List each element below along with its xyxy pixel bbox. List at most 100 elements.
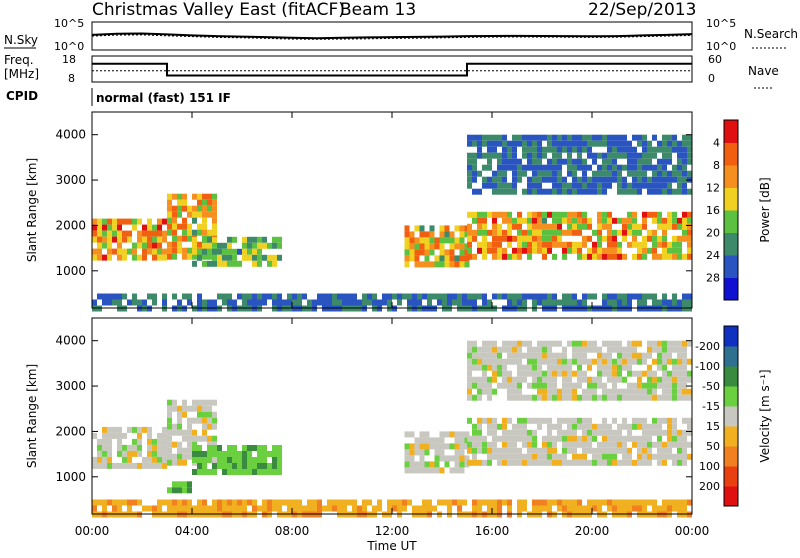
heatmap-cell [212,223,217,230]
heatmap-cell [467,346,472,353]
heatmap-cell [572,223,577,230]
heatmap-cell [497,435,502,442]
heatmap-cell [482,134,487,141]
heatmap-cell [247,293,252,300]
heatmap-cell [602,170,607,177]
heatmap-cell [192,469,197,475]
heatmap-cell [97,218,102,225]
heatmap-cell [272,499,277,506]
heatmap-cell [627,293,632,300]
heatmap-cell [292,499,297,506]
heatmap-cell [157,505,162,512]
heatmap-cell [92,254,97,261]
heatmap-cell [517,217,522,224]
heatmap-cell [362,299,367,306]
heatmap-cell [657,453,662,460]
heatmap-cell [302,293,307,300]
heatmap-cell [542,441,547,448]
heatmap-cell [187,505,192,512]
heatmap-cell [404,431,410,438]
heatmap-cell [467,299,472,306]
heatmap-cell [642,441,647,448]
heatmap-cell [147,248,152,255]
heatmap-cell [487,158,492,165]
heatmap-cell [137,218,142,225]
heatmap-cell [577,247,582,254]
heatmap-cell [377,499,382,506]
heatmap-cell [337,299,342,306]
heatmap-cell [507,146,512,153]
heatmap-cell [642,299,647,306]
heatmap-cell [562,429,567,436]
heatmap-cell [242,463,247,469]
heatmap-cell [97,254,102,261]
heatmap-cell [252,242,257,249]
heatmap-cell [657,182,662,189]
heatmap-cell [232,451,237,457]
heatmap-cell [192,211,197,218]
heatmap-cell [467,441,472,448]
heatmap-cell [197,299,202,306]
heatmap-cell [687,358,692,365]
heatmap-cell [552,340,557,347]
heatmap-cell [577,253,582,260]
heatmap-cell [472,217,477,224]
heatmap-cell [187,499,192,506]
heatmap-cell [527,188,532,195]
heatmap-cell [202,229,207,236]
heatmap-cell [272,463,277,469]
heatmap-cell [682,499,687,506]
heatmap-cell [429,437,435,444]
heatmap-cell [372,293,377,300]
heatmap-cell [287,299,292,306]
heatmap-cell [682,352,687,359]
heatmap-cell [197,399,202,406]
heatmap-cell [517,499,522,506]
heatmap-cell [462,499,467,506]
heatmap-cell [567,293,572,300]
heatmap-cell [202,451,207,457]
heatmap-cell [222,299,227,306]
heatmap-cell [637,134,642,141]
heatmap-cell [502,447,507,454]
heatmap-cell [147,438,152,445]
heatmap-cell [642,358,647,365]
heatmap-cell [622,235,627,242]
heatmap-cell [477,394,482,401]
heatmap-cell [472,394,477,401]
heatmap-cell [602,235,607,242]
heatmap-cell [207,423,212,430]
heatmap-cell [662,146,667,153]
heatmap-cell [632,417,637,424]
heatmap-cell [217,445,222,451]
heatmap-cell [142,230,147,237]
heatmap-cell [454,261,460,268]
heatmap-cell [497,229,502,236]
heatmap-cell [592,188,597,195]
heatmap-cell [687,229,692,236]
heatmap-cell [397,505,402,512]
heatmap-cell [527,152,532,159]
freq-left-tick-top: 18 [62,53,76,66]
heatmap-cell [657,211,662,218]
heatmap-cell [197,193,202,200]
heatmap-cell [107,444,112,451]
heatmap-cell [632,340,637,347]
heatmap-cell [662,346,667,353]
heatmap-cell [512,299,517,306]
heatmap-cell [612,453,617,460]
heatmap-cell [677,152,682,159]
heatmap-cell [424,231,430,238]
heatmap-cell [477,293,482,300]
heatmap-cell [607,134,612,141]
heatmap-cell [202,253,207,260]
heatmap-cell [672,293,677,300]
heatmap-cell [477,364,482,371]
heatmap-cell [507,370,512,377]
heatmap-cell [477,429,482,436]
heatmap-cell [212,211,217,218]
heatmap-cell [542,340,547,347]
heatmap-cell [512,435,517,442]
heatmap-cell [482,388,487,395]
heatmap-cell [682,293,687,300]
